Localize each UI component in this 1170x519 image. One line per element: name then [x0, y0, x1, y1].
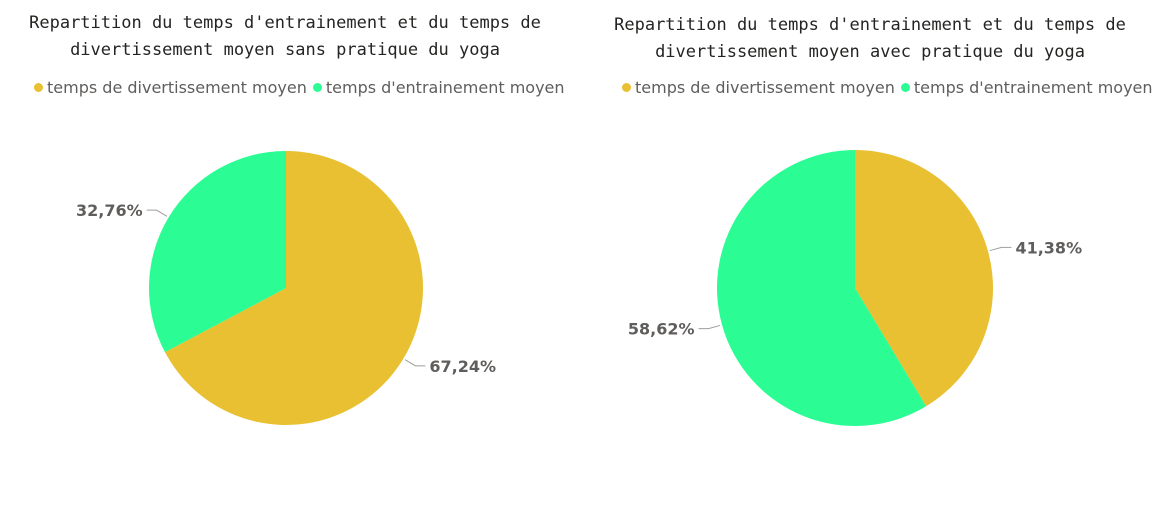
- legend-label: temps de divertissement moyen: [47, 78, 307, 97]
- legend: temps de divertissement moyen temps d'en…: [622, 78, 1159, 97]
- data-label: 41,38%: [1015, 238, 1082, 257]
- legend-item-divertissement[interactable]: temps de divertissement moyen: [34, 78, 307, 97]
- legend-marker: [622, 83, 631, 92]
- data-label: 67,24%: [429, 357, 496, 376]
- legend-marker: [34, 83, 43, 92]
- legend-label: temps d'entrainement moyen: [913, 78, 1153, 97]
- legend-item-entrainement[interactable]: temps d'entrainement moyen: [312, 78, 565, 97]
- data-label: 58,62%: [628, 320, 695, 339]
- legend: temps de divertissement moyen temps d'en…: [34, 78, 571, 97]
- pie-slice[interactable]: [149, 151, 286, 353]
- legend-marker: [900, 83, 910, 92]
- chart-title: Repartition du temps d'entrainement et d…: [29, 13, 541, 60]
- pie-chart-panel-left: Repartition du temps d'entrainement et d…: [0, 0, 570, 519]
- leader-line: [989, 246, 1012, 252]
- pie-chart-panel-right: Repartition du temps d'entrainement et d…: [570, 0, 1170, 519]
- pie-slice[interactable]: [855, 150, 993, 407]
- chart-title: Repartition du temps d'entrainement et d…: [614, 15, 1126, 62]
- legend-marker: [312, 83, 322, 92]
- pie-slice[interactable]: [716, 150, 927, 426]
- legend-label: temps d'entrainement moyen: [325, 78, 565, 97]
- pie-slice[interactable]: [164, 151, 423, 425]
- legend-item-entrainement[interactable]: temps d'entrainement moyen: [900, 78, 1153, 97]
- leader-line: [698, 324, 721, 330]
- leader-line: [146, 209, 168, 217]
- pie-chart: 67,24% 32,76%: [76, 151, 496, 425]
- legend-item-divertissement[interactable]: temps de divertissement moyen: [622, 78, 895, 97]
- pie-chart: 41,38% 58,62%: [628, 150, 1082, 426]
- legend-label: temps de divertissement moyen: [635, 78, 895, 97]
- data-label: 32,76%: [76, 201, 143, 220]
- leader-line: [404, 359, 426, 367]
